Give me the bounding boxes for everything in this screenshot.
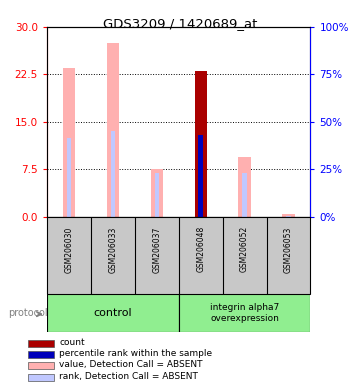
Text: rank, Detection Call = ABSENT: rank, Detection Call = ABSENT bbox=[59, 372, 198, 381]
Bar bbox=[28, 351, 53, 358]
Bar bbox=[67, 138, 71, 217]
Text: GDS3209 / 1420689_at: GDS3209 / 1420689_at bbox=[103, 17, 258, 30]
Bar bbox=[28, 374, 53, 381]
Text: percentile rank within the sample: percentile rank within the sample bbox=[59, 349, 212, 358]
Text: GSM206048: GSM206048 bbox=[196, 226, 205, 272]
Text: GSM206052: GSM206052 bbox=[240, 226, 249, 272]
Bar bbox=[28, 339, 53, 346]
Bar bbox=[179, 294, 310, 332]
Bar bbox=[151, 169, 163, 217]
Bar bbox=[286, 216, 291, 217]
Bar bbox=[106, 43, 119, 217]
Text: GSM206030: GSM206030 bbox=[64, 226, 73, 273]
Bar bbox=[63, 68, 75, 217]
Text: GSM206053: GSM206053 bbox=[284, 226, 293, 273]
Bar bbox=[195, 71, 207, 217]
Text: value, Detection Call = ABSENT: value, Detection Call = ABSENT bbox=[59, 360, 203, 369]
Text: GSM206037: GSM206037 bbox=[152, 226, 161, 273]
Bar bbox=[28, 362, 53, 369]
Bar bbox=[199, 135, 203, 217]
Bar bbox=[242, 173, 247, 217]
Text: integrin alpha7
overexpression: integrin alpha7 overexpression bbox=[210, 303, 279, 323]
Text: control: control bbox=[93, 308, 132, 318]
Text: protocol: protocol bbox=[8, 308, 48, 318]
Bar bbox=[282, 214, 295, 217]
Text: GSM206033: GSM206033 bbox=[108, 226, 117, 273]
Bar bbox=[238, 157, 251, 217]
Bar bbox=[47, 294, 179, 332]
Bar bbox=[155, 173, 159, 217]
Bar bbox=[110, 131, 115, 217]
Text: count: count bbox=[59, 338, 85, 347]
